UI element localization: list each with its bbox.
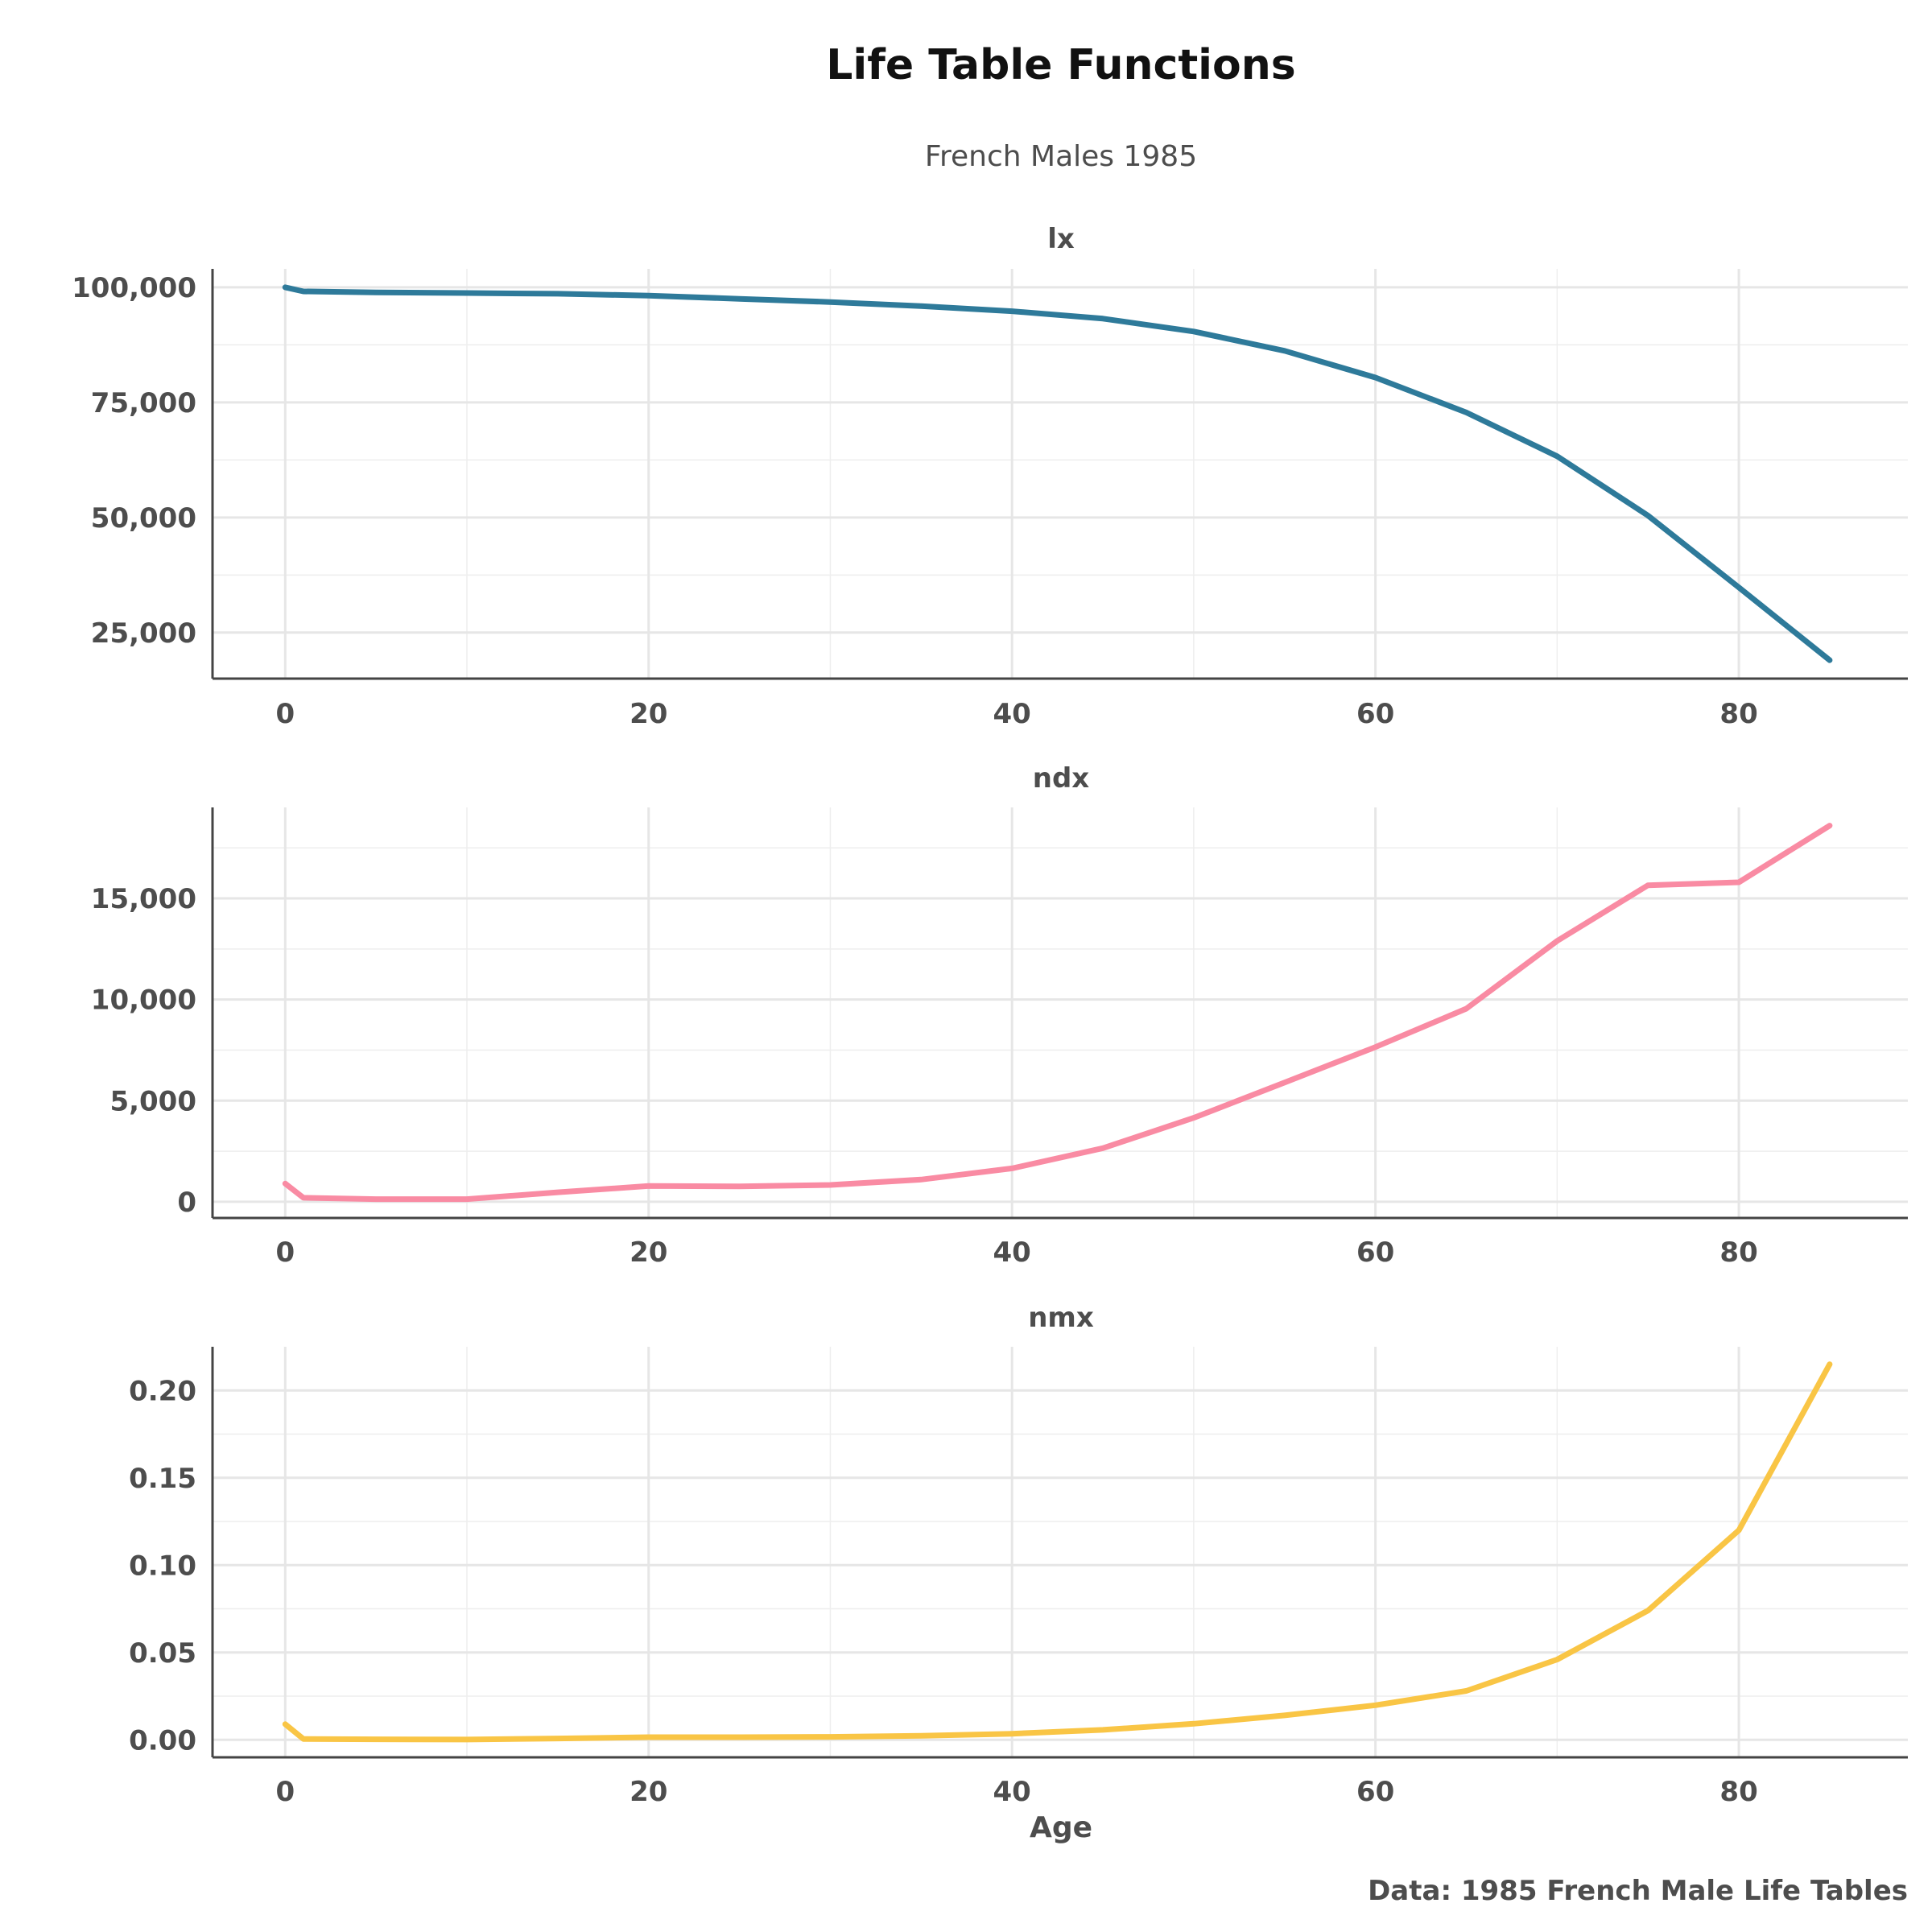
chart-title: Life Table Functions [826,41,1295,89]
y-tick-label: 0.20 [129,1375,196,1407]
x-tick-label: 0 [275,1236,295,1269]
facet-label-lx: lx [1047,223,1075,255]
y-tick-label: 0.10 [129,1550,196,1582]
x-tick-label: 40 [993,1776,1031,1808]
x-tick-label: 20 [630,1236,667,1269]
panel-lx: 0 20 40 60 80 25,000 50,000 75,000 100,000 lx [72,223,1908,730]
y-tick-label: 100,000 [72,272,196,304]
facet-label-ndx: ndx [1033,762,1090,795]
y-tick-label: 0.05 [129,1637,196,1670]
x-tick-label: 60 [1356,1776,1394,1808]
facet-panels: 0 20 40 60 80 25,000 50,000 75,000 100,000 lx 0 20 4… [72,223,1908,1808]
series-line-ndx [282,823,1833,1203]
x-tick-label: 40 [993,698,1031,730]
series-line-nmx [282,1361,1833,1743]
y-tick-label: 75,000 [91,387,196,419]
y-tick-label: 15,000 [91,883,196,915]
x-tick-label: 20 [630,698,667,730]
y-tick-label: 0.00 [129,1724,196,1757]
x-tick-label: 80 [1719,1776,1757,1808]
chart-subtitle: French Males 1985 [925,140,1197,173]
facet-label-nmx: nmx [1028,1302,1094,1334]
y-tick-label: 50,000 [91,502,196,535]
x-axis-label: Age [1030,1811,1092,1844]
x-tick-label: 0 [275,698,295,730]
x-tick-label: 60 [1356,698,1394,730]
x-tick-label: 60 [1356,1236,1394,1269]
y-tick-label: 0 [177,1187,196,1219]
panel-ndx: 0 20 40 60 80 0 5,000 10,000 15,000 ndx [91,762,1908,1269]
x-tick-label: 80 [1719,698,1757,730]
x-tick-label: 20 [630,1776,667,1808]
y-tick-label: 5,000 [109,1085,196,1117]
x-tick-label: 40 [993,1236,1031,1269]
x-tick-label: 0 [275,1776,295,1808]
chart-caption: Data: 1985 French Male Life Tables [1368,1875,1908,1907]
series-line-lx [282,284,1833,663]
y-tick-label: 25,000 [91,617,196,650]
y-tick-label: 0.15 [129,1463,196,1495]
x-tick-label: 80 [1719,1236,1757,1269]
y-tick-label: 10,000 [91,985,196,1017]
panel-nmx: 0 20 40 60 80 0.00 0.05 0.10 0.15 0.20 nmx [129,1302,1908,1808]
